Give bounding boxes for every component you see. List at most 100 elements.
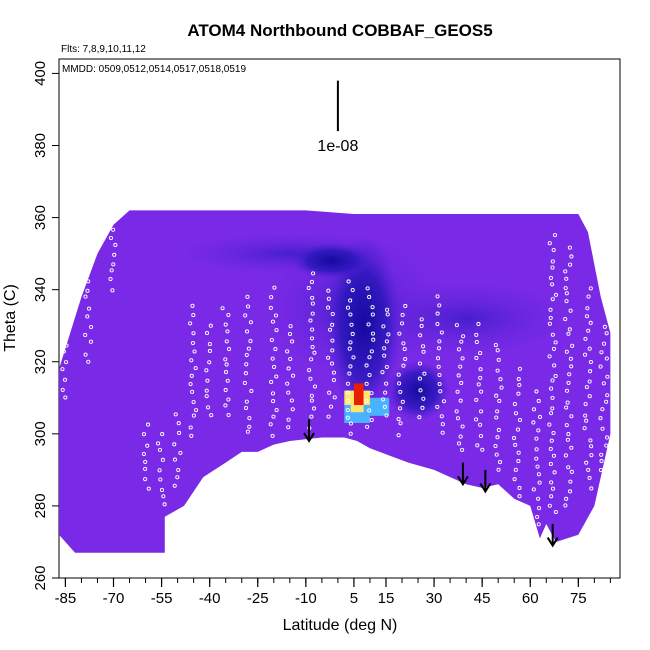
arrow-head bbox=[479, 482, 492, 494]
sample-point bbox=[290, 407, 295, 412]
sample-point bbox=[531, 487, 536, 492]
sample-point bbox=[399, 321, 405, 326]
sample-point bbox=[536, 398, 541, 404]
sample-point bbox=[568, 308, 573, 313]
sample-point bbox=[173, 412, 178, 417]
sample-point bbox=[569, 445, 574, 450]
sample-point bbox=[551, 430, 556, 436]
sample-point bbox=[553, 292, 559, 297]
sample-point bbox=[440, 430, 445, 435]
sample-point bbox=[398, 389, 403, 394]
sample-point bbox=[455, 416, 460, 421]
sample-point bbox=[269, 379, 274, 385]
sample-point bbox=[309, 414, 314, 419]
sample-point bbox=[270, 391, 276, 396]
sample-point bbox=[551, 453, 556, 458]
x-tick-label: 45 bbox=[474, 590, 491, 607]
sample-point bbox=[495, 409, 500, 414]
sample-point bbox=[516, 391, 521, 396]
sample-point bbox=[273, 347, 278, 352]
sample-point bbox=[161, 494, 166, 499]
sample-point bbox=[207, 360, 212, 365]
x-tick-label: -55 bbox=[151, 590, 173, 607]
sample-point bbox=[190, 340, 196, 346]
sample-point bbox=[172, 457, 178, 462]
sample-point bbox=[496, 427, 501, 433]
sample-point bbox=[272, 285, 277, 290]
sample-point bbox=[109, 268, 114, 273]
sample-point bbox=[143, 459, 148, 464]
y-axis: 260 280 300 320 340 360 380 400 bbox=[32, 61, 59, 591]
flights-label: Flts: 7,8,9,10,11,12 bbox=[61, 44, 146, 55]
sample-point bbox=[493, 343, 498, 348]
y-tick-label: 360 bbox=[32, 205, 49, 230]
sample-point bbox=[569, 469, 574, 474]
sample-point bbox=[146, 422, 151, 427]
sample-point bbox=[347, 346, 352, 351]
sample-point bbox=[439, 330, 444, 335]
sample-point bbox=[478, 422, 483, 427]
sample-point bbox=[564, 299, 569, 304]
sample-point bbox=[326, 305, 331, 310]
sample-point bbox=[326, 296, 331, 301]
sample-point bbox=[350, 287, 355, 293]
sample-point bbox=[564, 349, 569, 354]
sample-point bbox=[588, 320, 593, 325]
sample-point bbox=[176, 467, 181, 473]
sample-point bbox=[89, 325, 94, 330]
sample-point bbox=[550, 486, 556, 491]
sample-point bbox=[436, 364, 441, 369]
y-axis-label: Theta (C) bbox=[2, 284, 19, 352]
arrow-head bbox=[457, 475, 469, 487]
sample-point bbox=[582, 426, 587, 431]
sample-point bbox=[599, 350, 604, 355]
sample-point bbox=[311, 271, 316, 276]
y-tick-label: 300 bbox=[32, 421, 49, 446]
sample-point bbox=[459, 380, 464, 386]
sample-point bbox=[600, 426, 605, 431]
deep-lobe bbox=[386, 360, 451, 421]
sample-point bbox=[552, 363, 557, 368]
sample-point bbox=[243, 371, 248, 376]
sample-point bbox=[223, 403, 228, 408]
sample-point bbox=[564, 423, 569, 428]
sample-point bbox=[534, 456, 539, 461]
sample-point bbox=[269, 337, 274, 343]
sample-point bbox=[146, 486, 151, 491]
sample-point bbox=[205, 405, 211, 410]
sample-point bbox=[536, 496, 541, 501]
sample-point bbox=[331, 370, 336, 375]
sample-point bbox=[364, 363, 369, 368]
sample-point bbox=[330, 311, 335, 317]
sample-point bbox=[192, 349, 197, 354]
sample-point bbox=[309, 279, 315, 284]
sample-point bbox=[548, 315, 553, 320]
sample-point bbox=[456, 373, 461, 378]
sample-point bbox=[193, 366, 198, 371]
sample-point bbox=[382, 404, 387, 409]
sample-point bbox=[205, 378, 210, 383]
sample-point bbox=[421, 344, 426, 349]
sample-point bbox=[602, 341, 607, 346]
arrow-head bbox=[303, 432, 315, 443]
sample-point bbox=[288, 357, 293, 362]
sample-point bbox=[382, 353, 387, 358]
sample-point bbox=[435, 356, 441, 361]
sample-point bbox=[176, 421, 181, 426]
sample-point bbox=[285, 349, 290, 354]
sample-point bbox=[585, 306, 590, 311]
sample-point bbox=[458, 434, 463, 439]
sample-point bbox=[207, 348, 213, 354]
sample-point bbox=[550, 395, 555, 400]
sample-point bbox=[598, 416, 603, 421]
sample-point bbox=[547, 503, 552, 508]
sample-point bbox=[308, 318, 313, 323]
sample-point bbox=[496, 357, 501, 362]
sample-point bbox=[83, 268, 88, 273]
sample-point bbox=[598, 364, 603, 369]
sample-point bbox=[460, 356, 465, 361]
sample-point bbox=[435, 321, 440, 327]
sample-point bbox=[586, 328, 591, 333]
sample-point bbox=[474, 397, 479, 402]
sample-point bbox=[547, 321, 552, 326]
